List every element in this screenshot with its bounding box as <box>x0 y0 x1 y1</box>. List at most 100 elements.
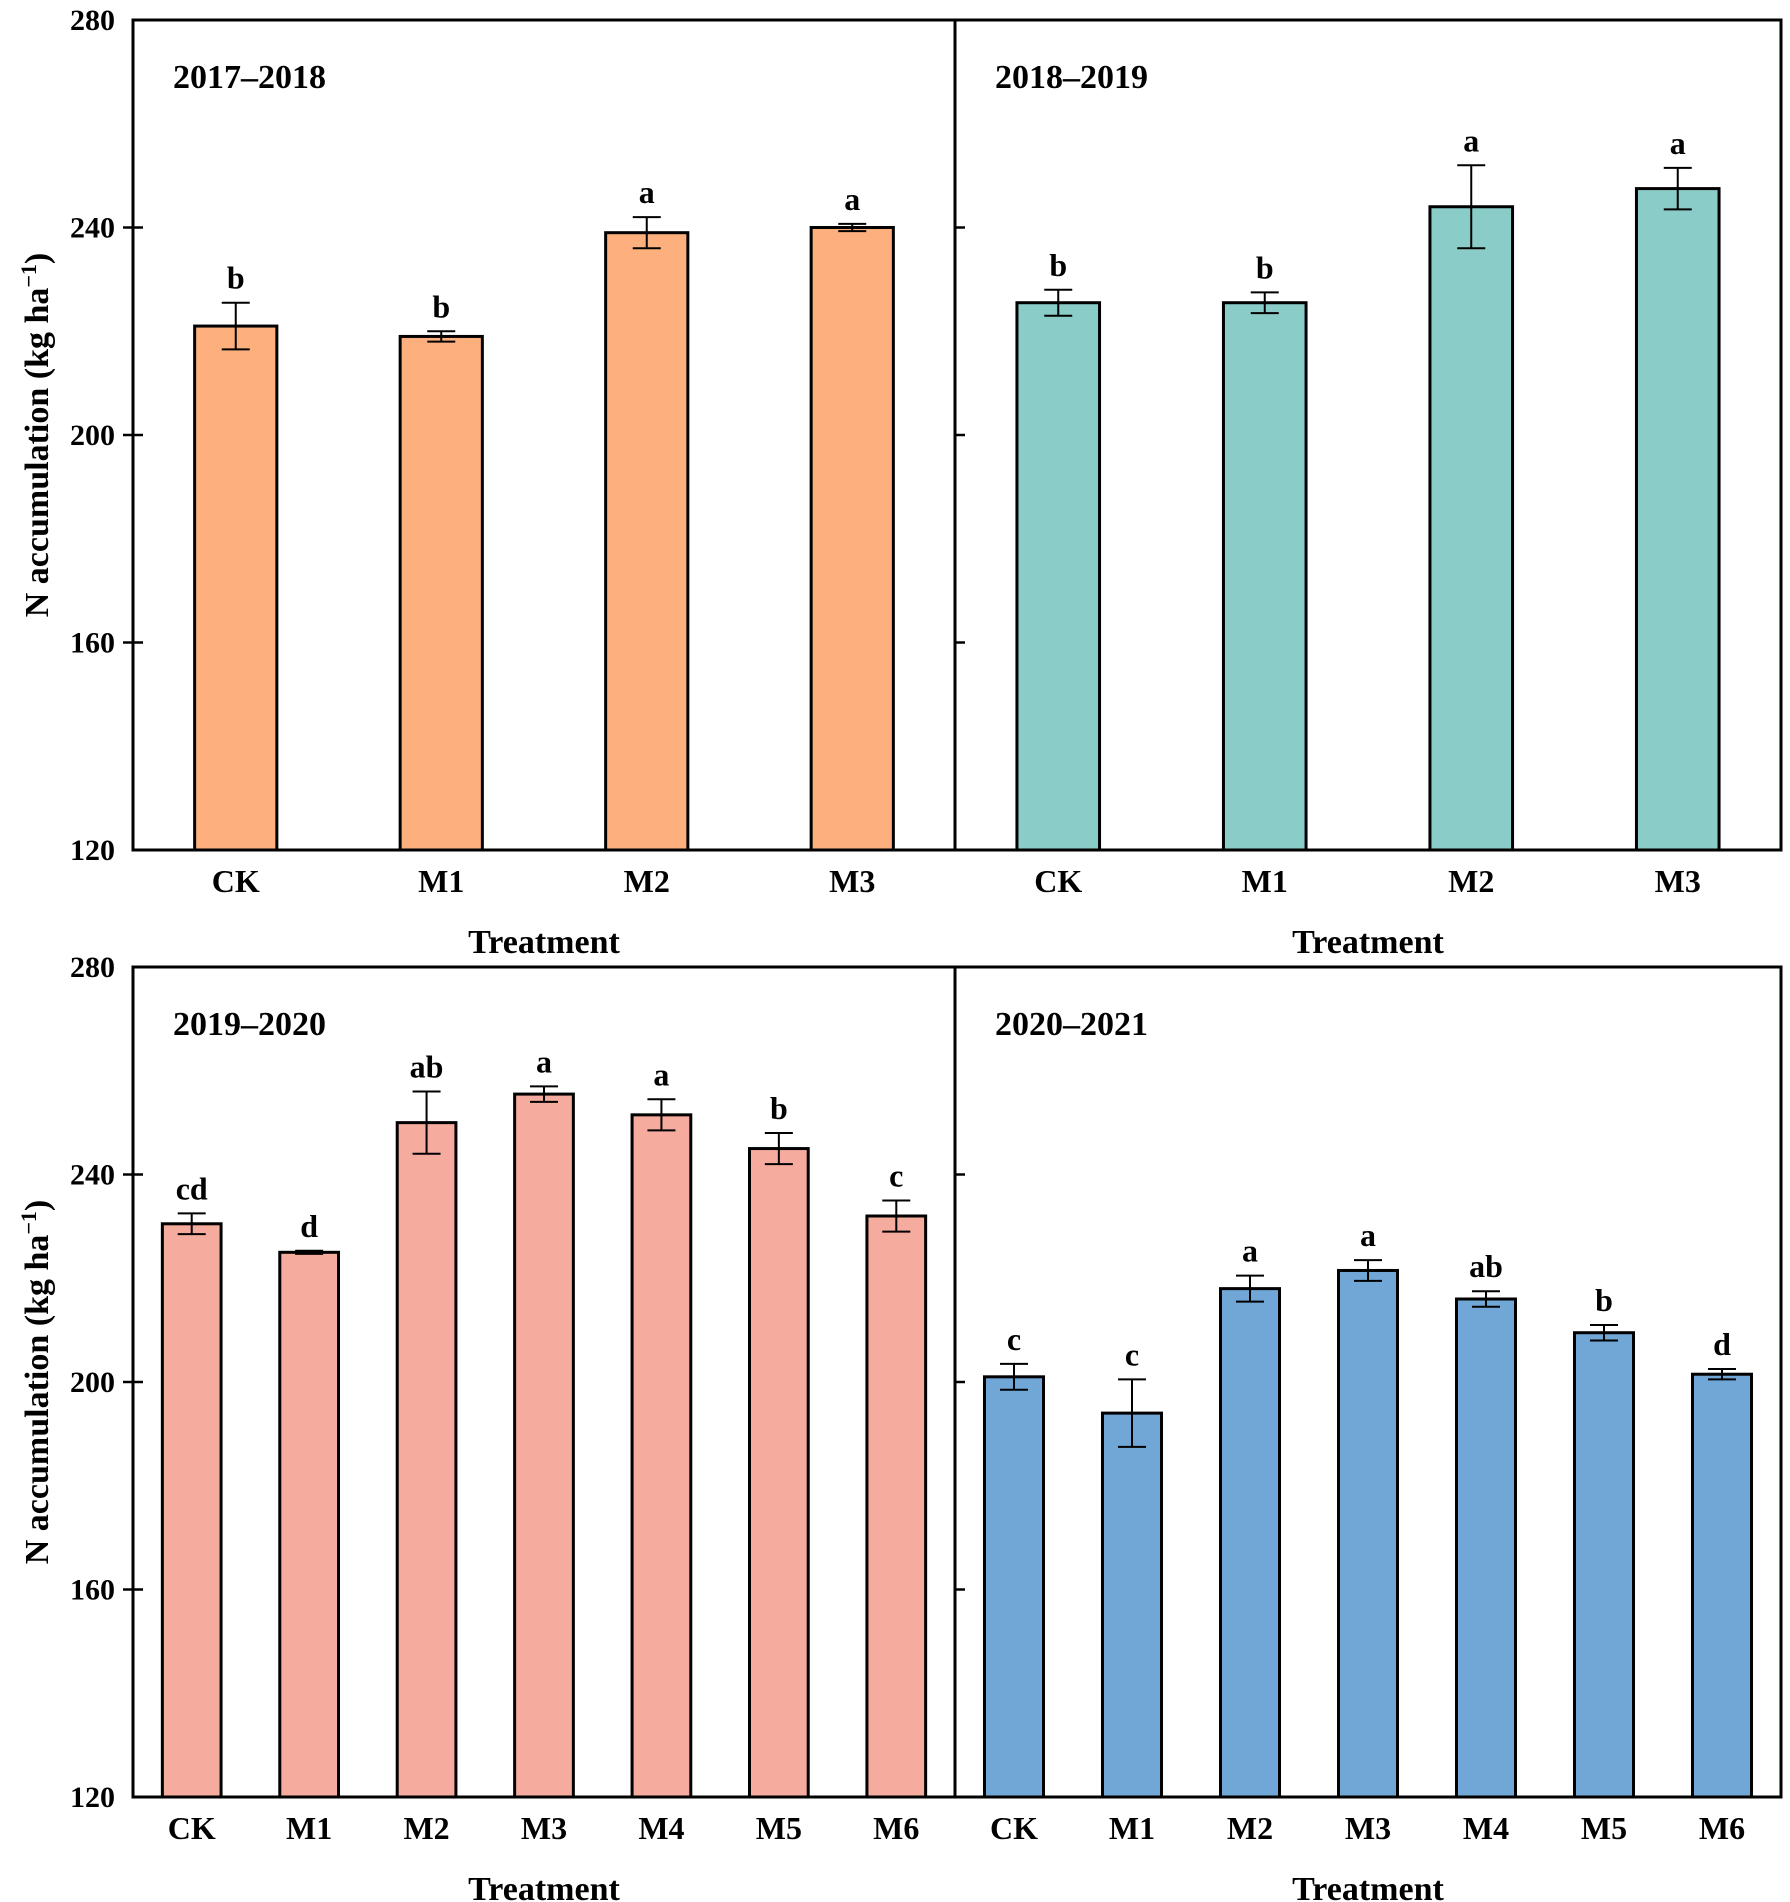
x-tick-label: M5 <box>1581 1810 1627 1846</box>
bar-m1 <box>1101 1411 1163 1799</box>
y-tick-label: 240 <box>70 1159 115 1192</box>
x-tick-label: M2 <box>1448 863 1494 899</box>
y-axis-label-close: ) <box>19 1200 56 1211</box>
bar-ck <box>193 324 279 852</box>
significance-label: a <box>1670 125 1686 161</box>
y-axis-label: N accumulation (kg ha−1) <box>16 1200 56 1565</box>
bar-ck <box>983 1375 1045 1799</box>
significance-label: a <box>639 174 655 210</box>
y-tick-label: 120 <box>70 834 115 867</box>
y-tick-label: 120 <box>70 1781 115 1814</box>
significance-label: c <box>1007 1321 1021 1357</box>
y-axis-ticks <box>955 1173 965 1591</box>
significance-label: b <box>432 288 450 324</box>
significance-label: a <box>844 181 860 217</box>
x-axis-label: Treatment <box>468 924 620 961</box>
panel-2019-2020: 2019–2020 N accumulation (kg ha−1) Treat… <box>16 951 957 1902</box>
x-tick-label: M1 <box>286 1810 332 1846</box>
x-tick-label: M1 <box>418 863 464 899</box>
significance-label: d <box>1713 1326 1731 1362</box>
y-axis-ticks <box>955 226 965 644</box>
significance-label: b <box>1595 1282 1613 1318</box>
y-axis-label-main: N accumulation (kg ha <box>19 288 56 618</box>
significance-label: b <box>1256 249 1274 285</box>
significance-label: c <box>889 1157 903 1193</box>
significance-label: a <box>1242 1233 1258 1269</box>
x-tick-label: M3 <box>521 1810 567 1846</box>
significance-label: a <box>536 1043 552 1079</box>
bar-ck <box>1015 301 1102 852</box>
bar-m4 <box>630 1113 693 1799</box>
x-tick-label: M4 <box>638 1810 684 1846</box>
x-tick-label: M1 <box>1242 863 1288 899</box>
y-axis-label-superscript: −1 <box>16 264 41 288</box>
x-tick-label: M2 <box>1227 1810 1273 1846</box>
bar-m3 <box>1634 187 1721 852</box>
bar-m2 <box>395 1121 458 1799</box>
x-tick-label: M6 <box>1699 1810 1745 1846</box>
panel-title: 2019–2020 <box>173 1006 326 1043</box>
y-axis-label: N accumulation (kg ha−1) <box>16 253 56 618</box>
x-tick-label: CK <box>168 1810 216 1846</box>
y-tick-label: 280 <box>70 4 115 37</box>
x-tick-label: M4 <box>1463 1810 1509 1846</box>
panel-title: 2020–2021 <box>995 1006 1148 1043</box>
significance-label: ab <box>1469 1248 1503 1284</box>
bars: c CK c M1 a M2 a M3 ab M4 b M5 d M6 <box>983 1217 1753 1846</box>
y-axis-ticks: 120 160 200 240 280 <box>70 4 143 867</box>
y-tick-label: 240 <box>70 212 115 245</box>
bar-m2 <box>1219 1287 1281 1799</box>
y-axis-label-superscript: −1 <box>16 1211 41 1235</box>
x-tick-label: M3 <box>1345 1810 1391 1846</box>
panel-2017-2018: 2017–2018 N accumulation (kg ha−1) Treat… <box>16 4 957 961</box>
y-tick-label: 280 <box>70 951 115 984</box>
panel-2018-2019: 2018–2019 Treatment b CK b M1 a M2 a M3 <box>953 18 1783 961</box>
y-axis-label-close: ) <box>19 253 56 264</box>
bar-m5 <box>748 1147 810 1799</box>
bar-m6 <box>865 1214 928 1799</box>
significance-label: b <box>227 260 245 296</box>
bar-m3 <box>513 1092 575 1799</box>
x-axis-label: Treatment <box>468 1871 620 1902</box>
bar-m5 <box>1573 1331 1635 1799</box>
significance-label: cd <box>176 1170 208 1206</box>
x-tick-label: M6 <box>873 1810 919 1846</box>
x-tick-label: CK <box>1034 863 1082 899</box>
x-tick-label: M3 <box>1655 863 1701 899</box>
bar-m4 <box>1455 1297 1517 1799</box>
bar-m1 <box>1221 301 1308 852</box>
y-tick-label: 200 <box>70 1366 115 1399</box>
bar-m6 <box>1691 1372 1753 1799</box>
bars: b CK b M1 a M2 a M3 <box>1015 122 1721 899</box>
bar-m1 <box>398 334 484 852</box>
bar-m2 <box>604 231 690 852</box>
y-tick-label: 160 <box>70 1574 115 1607</box>
bar-m3 <box>809 226 895 852</box>
x-axis-label: Treatment <box>1292 924 1444 961</box>
x-tick-label: CK <box>990 1810 1038 1846</box>
bar-m1 <box>278 1250 340 1799</box>
significance-label: a <box>653 1056 669 1092</box>
panel-title: 2018–2019 <box>995 59 1148 96</box>
x-tick-label: M3 <box>829 863 875 899</box>
bars: b CK b M1 a M2 a M3 <box>193 174 895 899</box>
significance-label: a <box>1360 1217 1376 1253</box>
significance-label: d <box>300 1208 318 1244</box>
panel-2020-2021: 2020–2021 Treatment c CK c M1 a M2 a M3 ab M4 b M5 d… <box>953 965 1783 1902</box>
bar-m3 <box>1337 1268 1399 1799</box>
x-tick-label: M2 <box>624 863 670 899</box>
x-tick-label: CK <box>212 863 260 899</box>
x-tick-label: M5 <box>756 1810 802 1846</box>
significance-label: b <box>770 1090 788 1126</box>
panel-title: 2017–2018 <box>173 59 326 96</box>
y-tick-label: 160 <box>70 627 115 660</box>
bar-m2 <box>1428 205 1515 852</box>
significance-label: c <box>1125 1336 1139 1372</box>
bars: cd CK d M1 ab M2 a M3 a M4 b M5 c M6 <box>160 1043 928 1846</box>
y-tick-label: 200 <box>70 419 115 452</box>
y-axis-ticks: 120 160 200 240 280 <box>70 951 143 1814</box>
significance-label: a <box>1463 122 1479 158</box>
x-tick-label: M1 <box>1109 1810 1155 1846</box>
significance-label: ab <box>410 1049 444 1085</box>
